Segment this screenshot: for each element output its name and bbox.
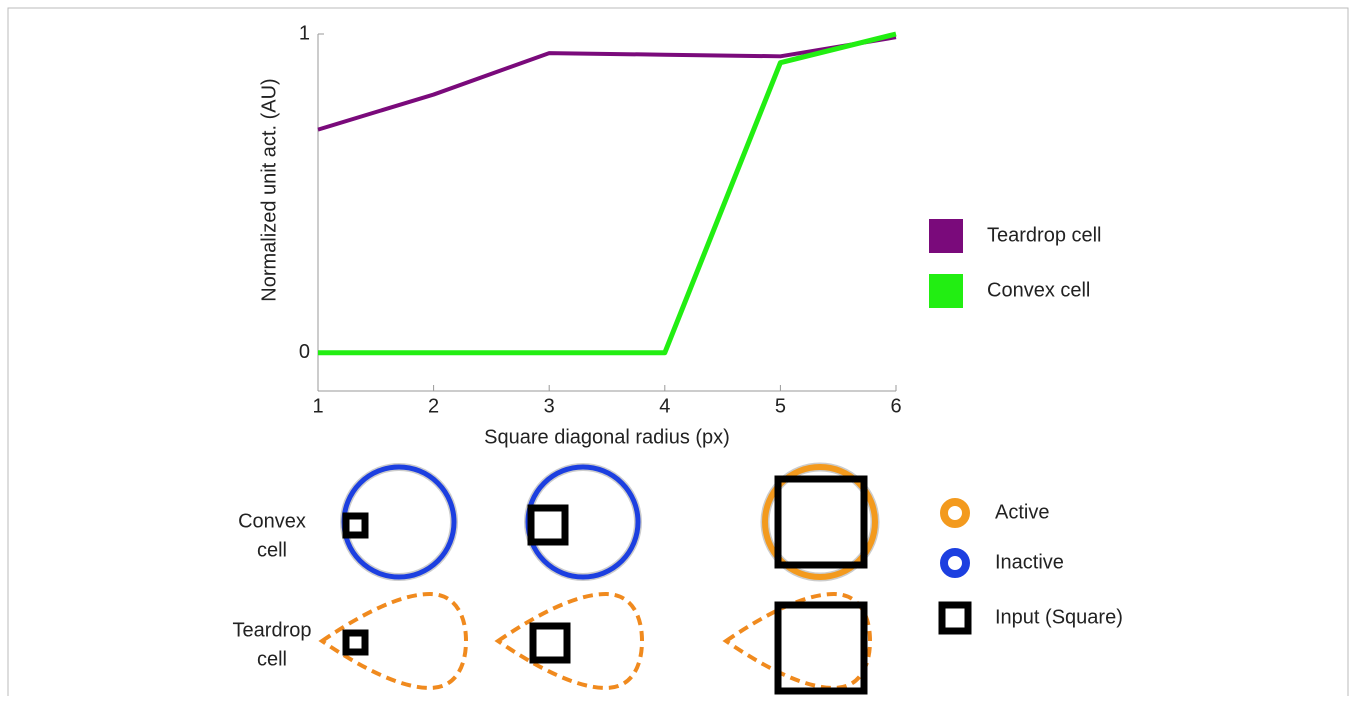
cell-ring bbox=[344, 467, 454, 577]
y-tick-label: 0 bbox=[299, 341, 310, 363]
series-line bbox=[318, 37, 896, 129]
cell-ring bbox=[528, 467, 638, 577]
input-square bbox=[531, 508, 565, 542]
diagram-shapes bbox=[322, 467, 968, 691]
row-label: cell bbox=[257, 539, 287, 561]
legend-swatch bbox=[929, 219, 963, 253]
row-label: Convex bbox=[238, 510, 306, 532]
y-tick-label: 1 bbox=[299, 22, 310, 44]
series-line bbox=[318, 34, 896, 353]
x-tick-label: 4 bbox=[659, 395, 670, 417]
input-square bbox=[346, 516, 365, 535]
input-square bbox=[533, 626, 567, 660]
x-axis-label: Square diagonal radius (px) bbox=[484, 426, 730, 448]
x-tick-label: 3 bbox=[544, 395, 555, 417]
legend-label: Convex cell bbox=[987, 279, 1090, 301]
frame bbox=[8, 8, 1348, 696]
legend-swatch bbox=[929, 274, 963, 308]
x-tick-label: 6 bbox=[890, 395, 901, 417]
legend-icon bbox=[942, 605, 968, 631]
x-tick-label: 1 bbox=[312, 395, 323, 417]
row-label: cell bbox=[257, 648, 287, 670]
legend-label: Inactive bbox=[995, 551, 1064, 573]
y-axis-label: Normalized unit act. (AU) bbox=[258, 78, 280, 301]
figure: Normalized unit act. (AU) Square diagona… bbox=[0, 0, 1356, 696]
x-tick-label: 5 bbox=[775, 395, 786, 417]
legend-icon bbox=[944, 502, 966, 524]
x-tick-label: 2 bbox=[428, 395, 439, 417]
legend-label: Active bbox=[995, 501, 1049, 523]
input-square bbox=[346, 633, 365, 652]
row-label: Teardrop bbox=[233, 619, 312, 641]
plot: 0 1 1 2 3 4 5 6 Teardrop cell Convex cell bbox=[299, 22, 1102, 417]
input-square bbox=[778, 479, 864, 565]
legend-label: Input (Square) bbox=[995, 606, 1123, 628]
legend-label: Teardrop cell bbox=[987, 224, 1102, 246]
legend-icon bbox=[944, 552, 966, 574]
